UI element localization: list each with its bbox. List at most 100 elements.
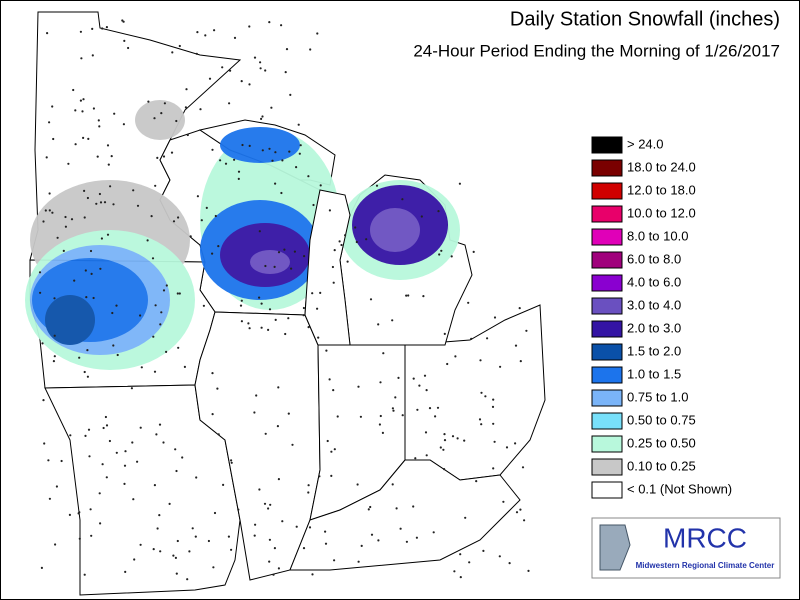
station xyxy=(519,360,522,363)
station xyxy=(195,476,198,479)
station xyxy=(52,360,56,363)
station xyxy=(150,215,153,218)
legend-swatch xyxy=(591,435,623,453)
station xyxy=(382,352,385,355)
station xyxy=(163,102,166,105)
station xyxy=(369,298,373,301)
station xyxy=(418,384,421,387)
station xyxy=(332,281,335,284)
station xyxy=(159,323,162,326)
station xyxy=(172,220,176,223)
legend-swatch xyxy=(591,297,623,315)
station xyxy=(122,20,125,23)
station xyxy=(379,414,382,418)
station xyxy=(174,448,177,451)
station xyxy=(425,454,428,457)
station xyxy=(394,396,397,399)
station xyxy=(480,391,483,394)
station xyxy=(277,251,281,254)
station xyxy=(97,119,100,122)
stations xyxy=(38,19,530,581)
station xyxy=(377,323,380,326)
station xyxy=(357,385,360,388)
station xyxy=(295,166,298,169)
station xyxy=(281,520,284,523)
station xyxy=(261,115,264,118)
station xyxy=(116,353,119,357)
station xyxy=(99,201,103,204)
station xyxy=(274,182,277,185)
station xyxy=(415,536,418,539)
station xyxy=(188,550,191,553)
station xyxy=(319,291,322,294)
station xyxy=(155,433,158,436)
station xyxy=(438,253,441,256)
legend-label: > 24.0 xyxy=(627,136,664,151)
station xyxy=(41,342,44,345)
station xyxy=(492,467,495,470)
station xyxy=(95,202,98,205)
station xyxy=(171,51,174,54)
station xyxy=(253,56,257,59)
legend-label: 1.5 to 2.0 xyxy=(627,343,681,358)
station xyxy=(183,365,186,368)
station xyxy=(83,216,86,219)
station xyxy=(240,80,243,83)
station xyxy=(287,317,290,320)
legend-swatch xyxy=(591,136,623,154)
station xyxy=(491,405,495,408)
station xyxy=(318,475,321,478)
legend-swatch xyxy=(591,251,623,269)
station xyxy=(453,570,456,573)
station xyxy=(224,162,228,165)
station xyxy=(514,344,518,347)
station xyxy=(277,567,280,570)
station xyxy=(45,156,48,159)
station xyxy=(83,370,86,374)
station xyxy=(115,451,118,454)
station xyxy=(454,355,457,358)
legend-label: 2.0 to 3.0 xyxy=(627,320,681,335)
station xyxy=(357,560,360,563)
shade xyxy=(250,250,290,274)
station xyxy=(440,249,443,252)
station xyxy=(237,170,241,173)
station xyxy=(196,30,199,34)
station xyxy=(56,236,59,239)
station xyxy=(267,507,270,510)
station xyxy=(375,184,379,187)
station xyxy=(464,516,467,519)
station xyxy=(420,215,423,218)
legend-label: 0.10 to 0.25 xyxy=(627,458,696,473)
station xyxy=(204,34,207,37)
station xyxy=(401,198,404,201)
station xyxy=(259,67,262,70)
station xyxy=(152,548,155,551)
station xyxy=(324,530,327,533)
station xyxy=(175,469,178,473)
station xyxy=(185,88,188,91)
station xyxy=(175,572,178,575)
station xyxy=(467,301,470,304)
station xyxy=(64,225,67,228)
station xyxy=(446,362,449,366)
shade xyxy=(220,127,300,163)
station xyxy=(303,255,306,258)
station xyxy=(456,437,459,440)
station xyxy=(72,88,75,92)
station xyxy=(100,237,103,240)
station xyxy=(302,314,305,317)
station xyxy=(307,326,310,329)
legend-swatch xyxy=(591,182,623,200)
station xyxy=(391,319,394,322)
station xyxy=(281,159,284,162)
station xyxy=(260,302,263,305)
station xyxy=(416,408,419,411)
snowfall-shading xyxy=(25,100,460,370)
station xyxy=(360,544,363,548)
station xyxy=(280,24,283,27)
station xyxy=(492,422,495,425)
station xyxy=(122,123,125,126)
legend-swatch xyxy=(591,343,623,361)
station xyxy=(377,539,380,542)
